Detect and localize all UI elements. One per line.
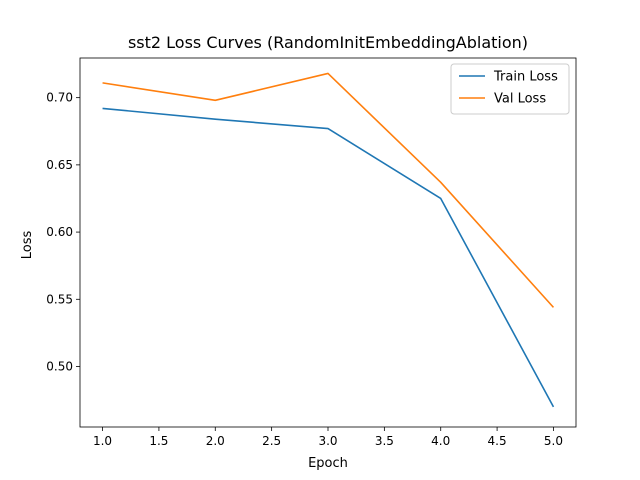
x-tick-label: 1.5: [149, 434, 168, 448]
legend-label: Val Loss: [494, 92, 546, 107]
legend-label: Train Loss: [493, 70, 558, 85]
x-axis-label: Epoch: [308, 456, 348, 471]
series-line-train-loss: [102, 107, 555, 408]
x-tick-label: 2.0: [206, 434, 225, 448]
x-tick-label: 2.5: [262, 434, 281, 448]
x-tick-label: 1.0: [93, 434, 112, 448]
x-tick-label: 4.0: [431, 434, 450, 448]
chart-title: sst2 Loss Curves (RandomInitEmbeddingAbl…: [128, 33, 528, 52]
y-axis-label: Loss: [20, 231, 35, 260]
y-tick-label: 0.50: [46, 360, 73, 374]
x-tick-label: 3.5: [375, 434, 394, 448]
legend: Train Loss Val Loss: [450, 63, 570, 115]
x-tick-label: 3.0: [318, 434, 337, 448]
y-tick-label: 0.65: [46, 158, 73, 172]
y-tick-label: 0.70: [46, 91, 73, 105]
plot-area: 1.0 1.5 2.0 2.5 3.0 3.5 4.0 4.5 5.0 0.50 0.55 0.60 0…: [46, 57, 577, 448]
x-tick-label: 4.5: [488, 434, 507, 448]
series-line-val-loss: [102, 72, 555, 308]
y-tick-label: 0.60: [46, 225, 73, 239]
x-tick-label: 5.0: [544, 434, 563, 448]
y-tick-label: 0.55: [46, 292, 73, 306]
